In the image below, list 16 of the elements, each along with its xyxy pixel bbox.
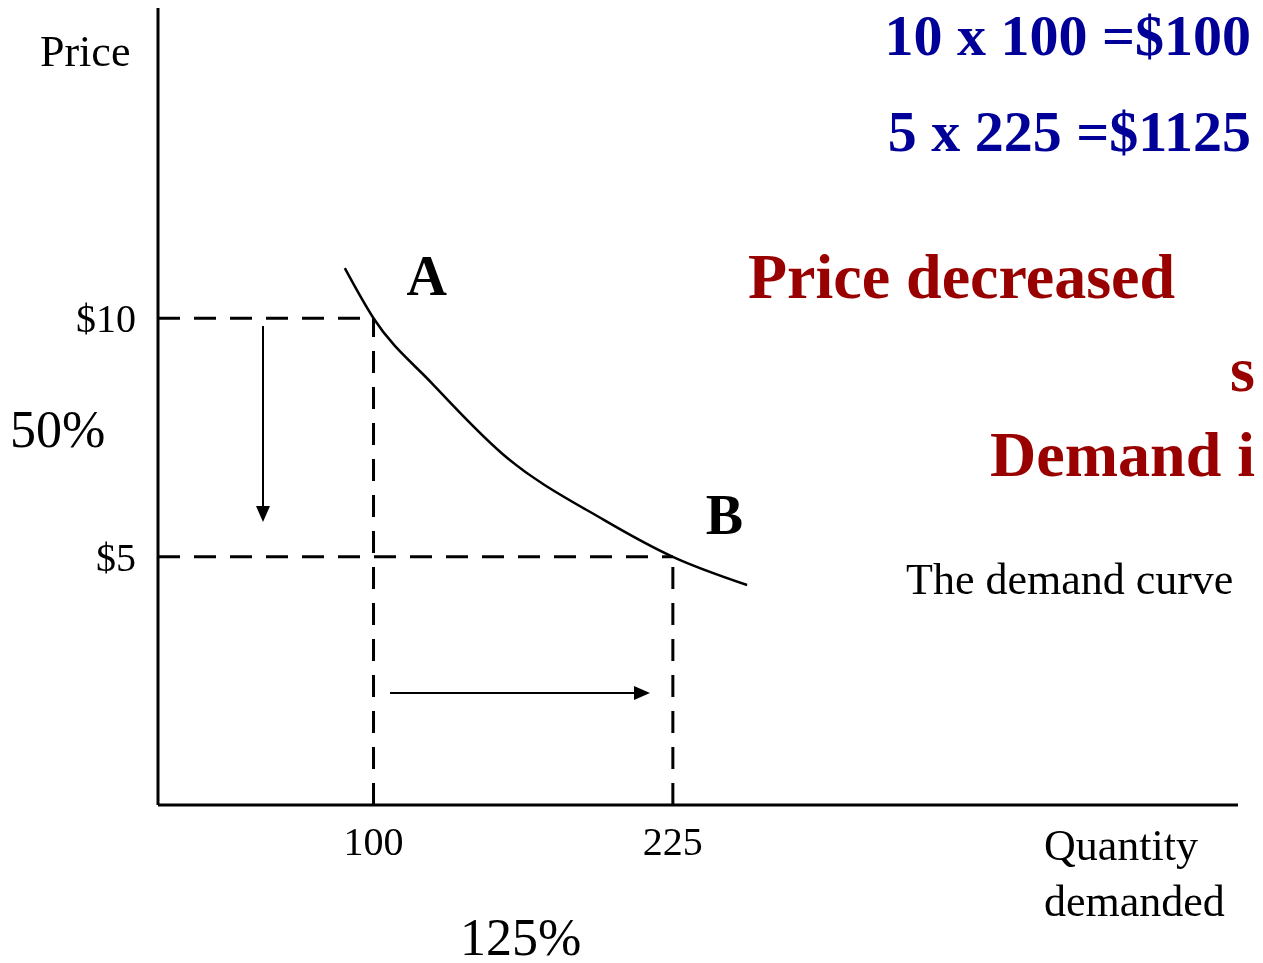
- y-tick-label: $10: [76, 296, 136, 342]
- text: 50%: [10, 400, 106, 459]
- x-tick-label: 225: [642, 819, 703, 865]
- annotation: Price decreased: [748, 240, 1176, 314]
- annotation: Demand i: [990, 418, 1255, 492]
- text: 125%: [460, 908, 582, 963]
- y-axis-title: Price: [40, 26, 131, 77]
- annotation: s: [1230, 333, 1255, 407]
- annotation: The demand curve: [906, 554, 1234, 605]
- x-axis-title: Quantity demanded: [1044, 820, 1226, 928]
- annotation: 5 x 225 =$1125: [887, 98, 1251, 165]
- annotation: 10 x 100 =$100: [884, 2, 1251, 69]
- annotation: A: [406, 245, 448, 308]
- y-tick-label: $5: [96, 535, 136, 581]
- x-tick-label: 100: [343, 819, 404, 865]
- annotation: B: [705, 483, 744, 546]
